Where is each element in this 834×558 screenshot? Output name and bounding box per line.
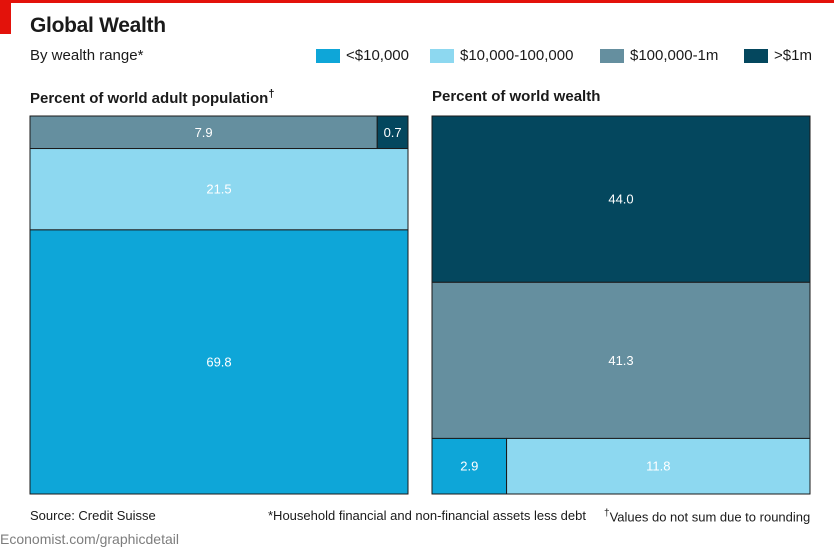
legend-label: <$10,000 — [346, 47, 409, 64]
data-label-10k-100k: 21.5 — [206, 182, 231, 197]
treemap-cell-100k-1m — [431, 281, 811, 439]
footnote-text: Values do not sum due to rounding — [609, 509, 811, 525]
legend-item-100k-1m: $100,000-1m — [600, 47, 718, 64]
legend-swatch — [744, 48, 768, 63]
legend-item-gt1m: >$1m — [744, 47, 812, 64]
footnote-assets: *Household financial and non-financial a… — [268, 508, 586, 523]
data-label-100k-1m: 7.9 — [195, 125, 213, 140]
legend-label: >$1m — [774, 47, 812, 64]
data-label-10k-100k: 11.8 — [646, 459, 670, 474]
chart-title: Global Wealth — [30, 14, 166, 37]
legend-label: $100,000-1m — [630, 47, 719, 64]
population-treemap: 7.9 0.7 21.5 69.8 — [29, 115, 409, 495]
wealth-treemap: 44.0 41.3 2.9 11.8 — [431, 115, 811, 495]
brand-tab — [0, 0, 11, 34]
legend-item-10k-100k: $10,000-100,000 — [430, 47, 573, 64]
legend-swatch — [600, 48, 624, 63]
data-label-gt1m: 44.0 — [608, 192, 633, 207]
panel-title-text: Percent of world adult population — [30, 90, 269, 107]
footnote-rounding: †Values do not sum due to rounding — [604, 508, 810, 524]
dagger-mark: † — [604, 508, 610, 519]
legend-item-lt10k: <$10,000 — [316, 47, 409, 64]
data-label-gt1m: 0.7 — [384, 125, 402, 140]
panel-title-wealth: Percent of world wealth — [432, 88, 600, 105]
treemap-cell-10k-100k — [506, 437, 811, 495]
treemap-cell-gt1m — [431, 115, 811, 283]
site-credit: Economist.com/graphicdetail — [0, 531, 179, 547]
legend-swatch — [316, 48, 340, 63]
treemap-cell-lt10k — [29, 229, 409, 495]
top-rule — [0, 0, 834, 3]
data-label-lt10k: 2.9 — [460, 459, 478, 474]
dagger-mark: † — [268, 88, 275, 100]
panel-title-population: Percent of world adult population† — [30, 88, 274, 107]
legend-label: $10,000-100,000 — [460, 47, 574, 64]
treemap-cell-lt10k — [431, 437, 508, 495]
data-label-100k-1m: 41.3 — [608, 353, 633, 368]
legend-swatch — [430, 48, 454, 63]
source-note: Source: Credit Suisse — [30, 508, 156, 523]
chart-subtitle: By wealth range* — [30, 47, 144, 64]
data-label-lt10k: 69.8 — [206, 354, 231, 369]
panel-title-text: Percent of world wealth — [432, 88, 601, 105]
